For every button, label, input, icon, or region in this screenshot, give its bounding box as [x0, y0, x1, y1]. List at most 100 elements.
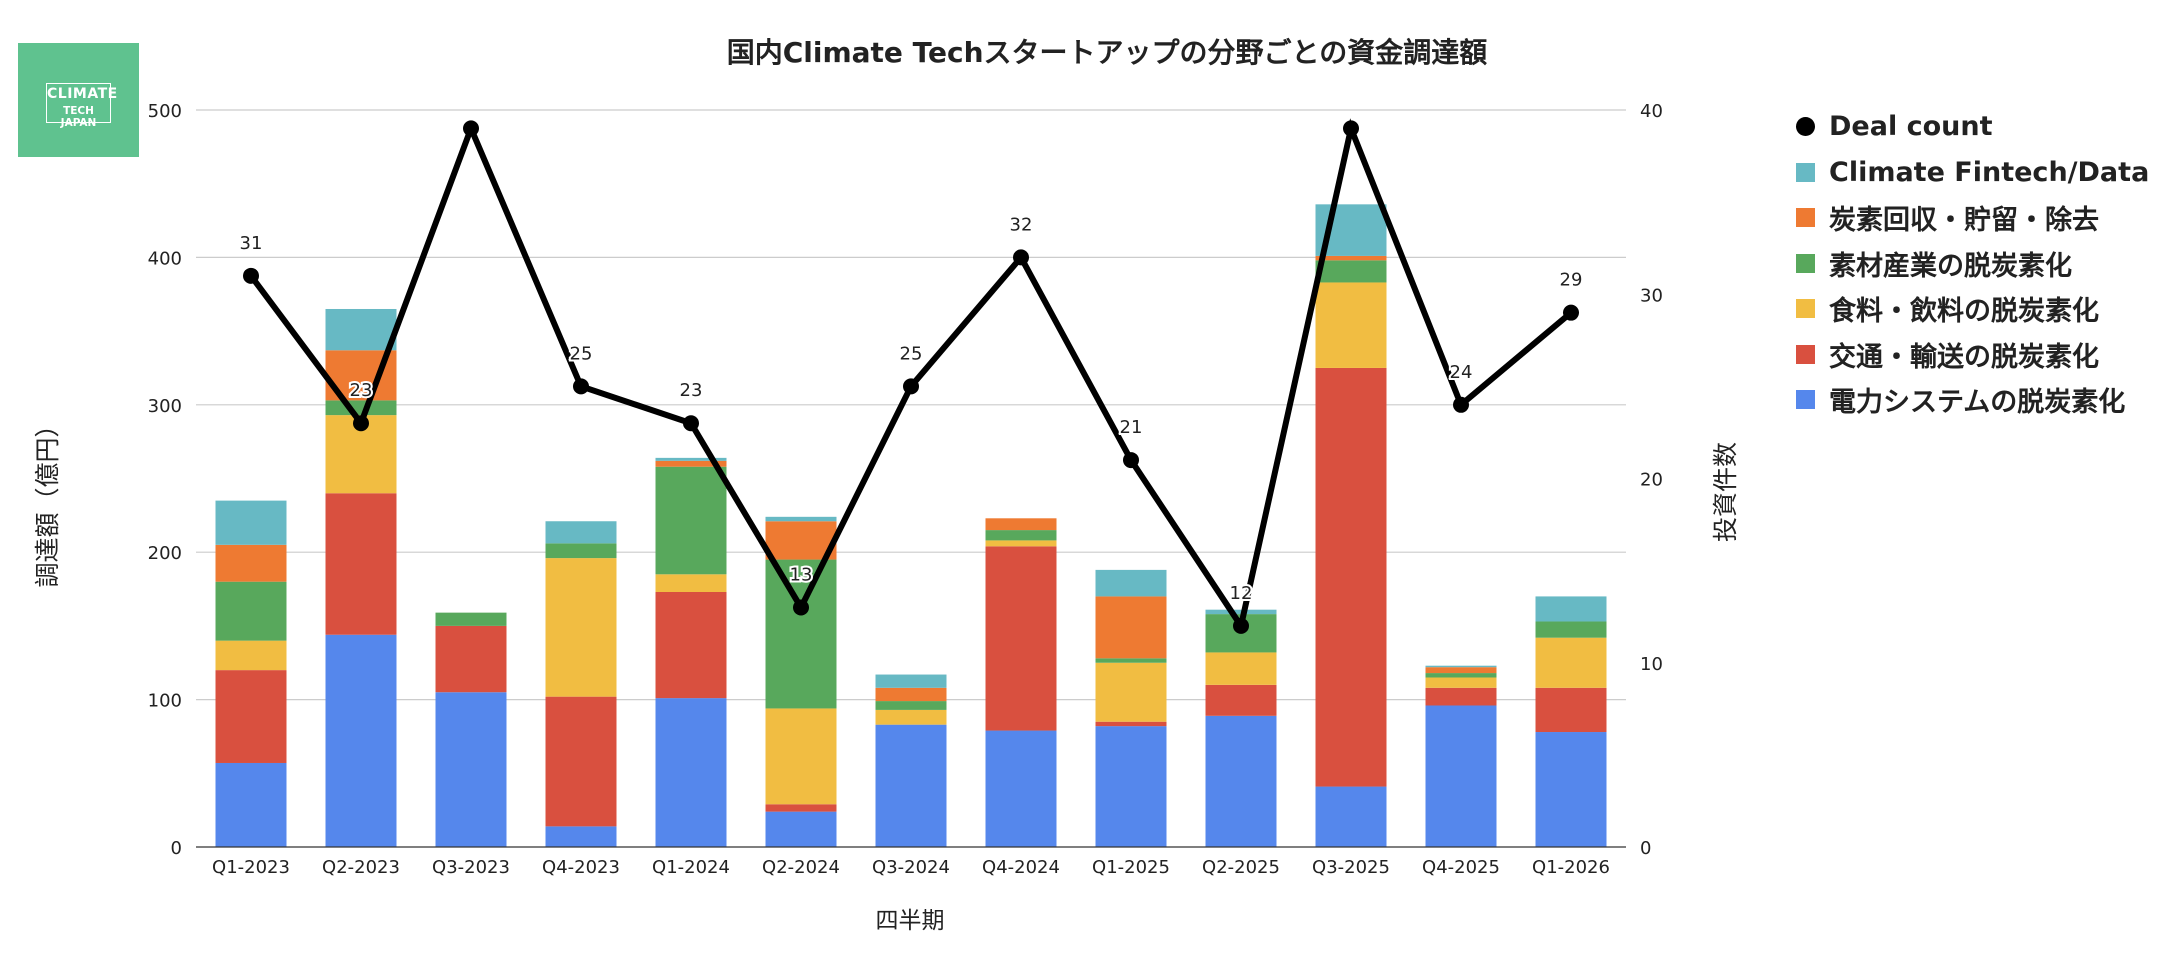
- legend-item: 素材産業の脱炭素化: [1796, 241, 2168, 287]
- bar-segment-materials: [1535, 621, 1607, 638]
- bar-segment-food: [1205, 652, 1277, 685]
- bar-segment-food: [985, 540, 1057, 547]
- bar-segment-power: [435, 692, 507, 847]
- bar-segment-materials: [765, 559, 837, 709]
- bar-segment-carbon: [1315, 255, 1387, 261]
- bar-segment-fintech: [1535, 596, 1607, 622]
- y-tick-label: 100: [148, 691, 182, 712]
- legend-item: 電力システムの脱炭素化: [1796, 377, 2168, 423]
- legend-swatch-icon: [1796, 299, 1815, 319]
- x-tick-label: Q4-2024: [982, 857, 1060, 878]
- y2-tick-label: 10: [1640, 654, 1663, 675]
- bar-segment-materials: [655, 466, 727, 575]
- bar-segment-fintech: [875, 674, 947, 688]
- bar-segment-materials: [1425, 673, 1497, 678]
- y2-tick-label: 30: [1640, 285, 1663, 306]
- deal-count-point: [1013, 249, 1029, 266]
- bar-segment-power: [1425, 705, 1497, 847]
- bar-segment-power: [1095, 726, 1167, 847]
- legend-label: 炭素回収・貯留・除去: [1829, 205, 2099, 237]
- deal-count-label: 23: [680, 380, 703, 401]
- logo-line-2: TECH JAPAN: [60, 105, 97, 129]
- y2-tick-label: 40: [1640, 101, 1663, 122]
- deal-count-point: [903, 378, 919, 395]
- deal-count-line-layer: 31 23 25 23 13 25 32 21 12 24 29: [238, 118, 1584, 634]
- bar-segment-fintech: [765, 516, 837, 522]
- bar-segment-carbon: [985, 518, 1057, 531]
- x-tick-label: Q1-2023: [212, 857, 290, 878]
- bar-segment-transport: [985, 546, 1057, 731]
- deal-count-point: [1453, 396, 1469, 413]
- bar-segment-materials: [1315, 260, 1387, 283]
- legend-label: 電力システムの脱炭素化: [1829, 387, 2126, 419]
- bar-segment-power: [1315, 786, 1387, 847]
- x-tick-label: Q1-2024: [652, 857, 730, 878]
- gridlines: [196, 109, 1626, 701]
- x-tick-label: Q3-2024: [872, 857, 950, 878]
- bar-segment-food: [1535, 637, 1607, 688]
- legend-label: Climate Fintech/Data: [1829, 156, 2150, 188]
- x-tick-label: Q1-2025: [1092, 857, 1170, 878]
- legend-item: 食料・飲料の脱炭素化: [1796, 286, 2168, 332]
- bar-segment-fintech: [1095, 569, 1167, 597]
- deal-count-point: [793, 599, 809, 616]
- tick-labels: 0 100 200 300 400 500 0 10 20 30 40 Q1-2023 Q2-2023 Q…: [148, 101, 1663, 878]
- legend-dot-icon: [1796, 117, 1815, 137]
- bar-segment-transport: [1315, 367, 1387, 787]
- bar-segment-materials: [325, 400, 397, 416]
- bar-segment-fintech: [1425, 665, 1497, 668]
- y-tick-label: 0: [171, 838, 182, 859]
- bar-segment-power: [655, 698, 727, 847]
- y-tick-label: 400: [148, 248, 182, 269]
- bar-segment-food: [545, 558, 617, 697]
- bar-segment-carbon: [1425, 667, 1497, 674]
- bar-segment-fintech: [545, 521, 617, 544]
- bar-segment-food: [875, 709, 947, 725]
- deal-count-point: [1563, 304, 1579, 321]
- legend-swatch-icon: [1796, 390, 1815, 410]
- bar-segment-food: [1095, 662, 1167, 722]
- y2-tick-label: 0: [1640, 838, 1651, 859]
- y-tick-label: 200: [148, 543, 182, 564]
- deal-count-point: [1123, 452, 1139, 469]
- x-tick-label: Q2-2023: [322, 857, 400, 878]
- bar-segment-transport: [655, 591, 727, 699]
- bar-segment-transport: [1425, 687, 1497, 706]
- x-tick-label: Q1-2026: [1532, 857, 1610, 878]
- bar-segment-transport: [1095, 721, 1167, 727]
- legend-swatch-icon: [1796, 208, 1815, 228]
- x-tick-label: Q3-2025: [1312, 857, 1390, 878]
- bar-segment-transport: [435, 625, 507, 693]
- deal-count-point: [463, 120, 479, 137]
- chart-title: 国内Climate Techスタートアップの分野ごとの資金調達額: [727, 36, 1488, 69]
- legend-label: 交通・輸送の脱炭素化: [1829, 341, 2099, 373]
- bar-segment-power: [325, 634, 397, 847]
- bar-segment-transport: [215, 670, 287, 763]
- deal-count-label: 31: [240, 233, 263, 254]
- x-tick-label: Q2-2024: [762, 857, 840, 878]
- deal-count-point: [1233, 617, 1249, 634]
- bar-segment-fintech: [655, 457, 727, 461]
- bar-segment-fintech: [1205, 609, 1277, 615]
- bar-segment-materials: [435, 612, 507, 626]
- y-tick-label: 300: [148, 396, 182, 417]
- deal-count-label: 25: [900, 343, 923, 364]
- x-tick-label: Q4-2025: [1422, 857, 1500, 878]
- x-tick-label: Q3-2023: [432, 857, 510, 878]
- legend-item: 交通・輸送の脱炭素化: [1796, 332, 2168, 378]
- bar-segment-food: [1425, 677, 1497, 688]
- bar-segment-transport: [1535, 687, 1607, 733]
- bar-segment-materials: [985, 530, 1057, 541]
- deal-count-label: 29: [1560, 270, 1583, 291]
- legend-item: 炭素回収・貯留・除去: [1796, 195, 2168, 241]
- bar-segment-carbon: [1095, 596, 1167, 659]
- deal-count-label: 21: [1120, 417, 1143, 438]
- deal-count-point: [353, 415, 369, 432]
- legend-swatch-icon: [1796, 162, 1815, 182]
- bar-segment-power: [1535, 732, 1607, 847]
- legend-label: 食料・飲料の脱炭素化: [1829, 296, 2099, 328]
- bar-segment-transport: [1205, 684, 1277, 716]
- bar-segment-power: [1205, 715, 1277, 847]
- logo-line-1: CLIMATE: [47, 86, 118, 102]
